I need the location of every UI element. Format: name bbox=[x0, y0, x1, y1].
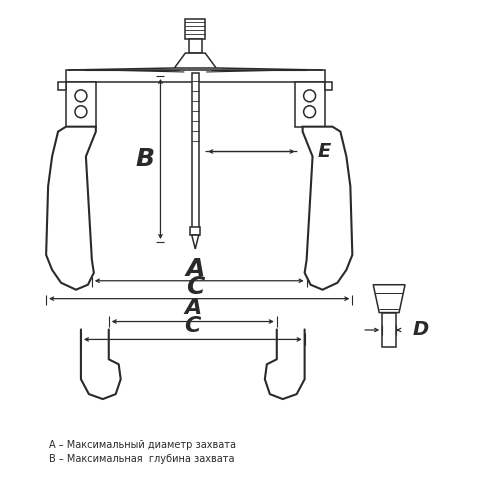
Text: B: B bbox=[135, 147, 154, 171]
Bar bbox=[66, 82, 96, 127]
Text: A: A bbox=[186, 257, 205, 281]
Polygon shape bbox=[373, 285, 405, 312]
Polygon shape bbox=[302, 127, 352, 290]
Circle shape bbox=[75, 90, 87, 102]
Text: E: E bbox=[318, 142, 331, 161]
Text: C: C bbox=[185, 315, 201, 336]
Polygon shape bbox=[174, 53, 216, 68]
Bar bbox=[382, 312, 396, 348]
Text: D: D bbox=[413, 321, 429, 339]
Bar bbox=[185, 19, 205, 39]
Text: A – Максимальный диаметр захвата: A – Максимальный диаметр захвата bbox=[49, 440, 236, 450]
Circle shape bbox=[75, 106, 87, 118]
Text: B – Максимальная  глубина захвата: B – Максимальная глубина захвата bbox=[49, 454, 235, 464]
Circle shape bbox=[304, 90, 315, 102]
Polygon shape bbox=[46, 127, 96, 290]
Bar bbox=[192, 73, 199, 235]
Bar bbox=[295, 82, 324, 127]
Bar bbox=[58, 82, 66, 90]
Text: A: A bbox=[184, 298, 202, 318]
Bar bbox=[66, 70, 324, 82]
Bar bbox=[190, 227, 200, 235]
Text: C: C bbox=[186, 275, 204, 299]
Bar bbox=[324, 82, 333, 90]
Circle shape bbox=[304, 106, 315, 118]
Polygon shape bbox=[192, 235, 199, 249]
Bar bbox=[189, 39, 202, 53]
